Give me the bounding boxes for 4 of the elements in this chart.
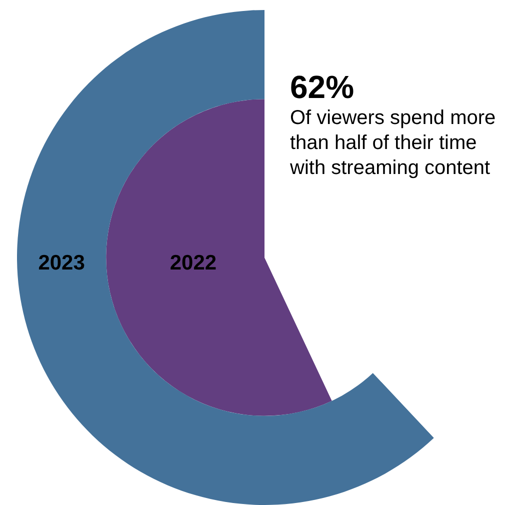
slice-label: 2022 [170, 251, 217, 274]
text: Of viewers spend more than half of their time with streaming content [290, 106, 497, 181]
slice-label: 2023 [38, 251, 85, 274]
text: 62% [290, 68, 356, 106]
